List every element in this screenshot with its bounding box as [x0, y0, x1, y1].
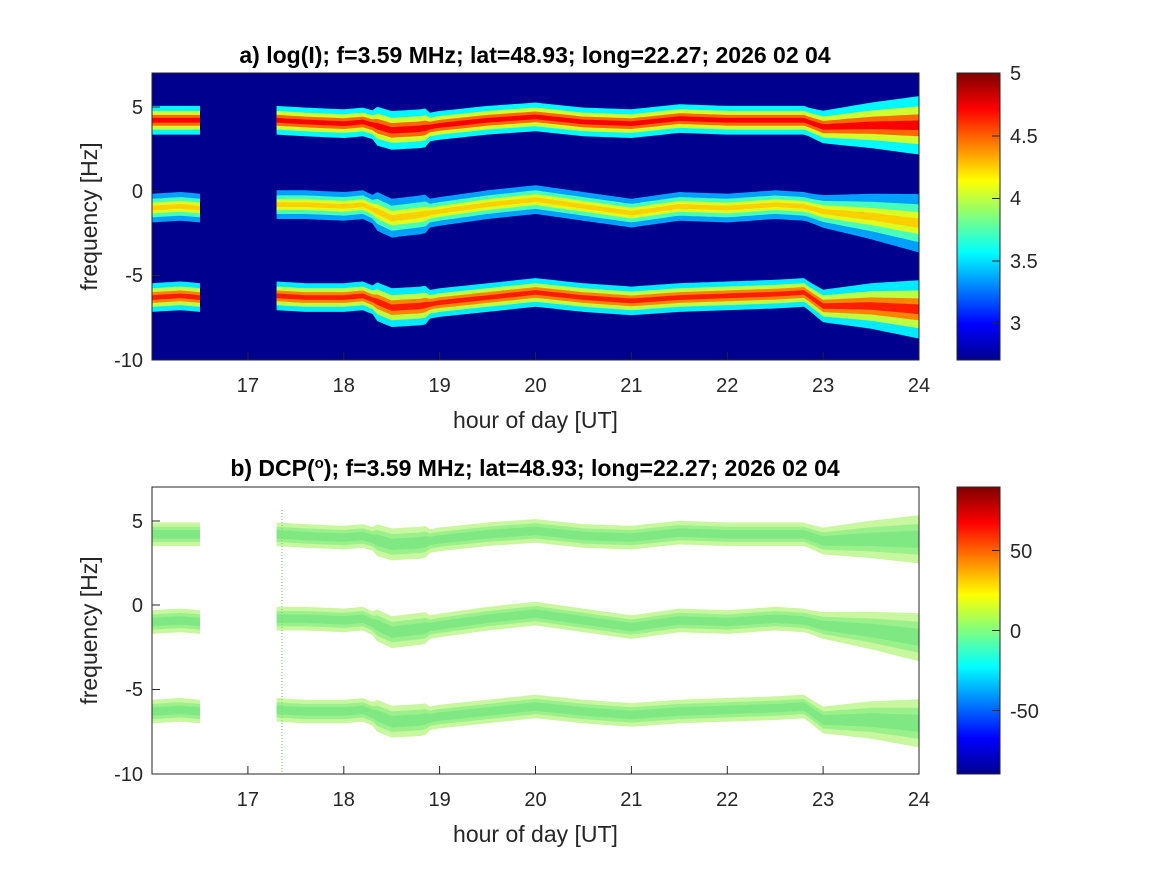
band-upper-layer-3: [276, 114, 920, 134]
panel-b-xtick-label: 24: [908, 789, 930, 811]
panel-a-xtick-label: 21: [620, 375, 642, 397]
band-lower-layer-3: [152, 293, 203, 300]
band-middle-layer-3: [152, 204, 203, 211]
panel-b-colorbar-label: -50: [1010, 701, 1039, 723]
panel-a-xtick-label: 18: [333, 375, 355, 397]
panel-a-xtick-label: 20: [524, 375, 546, 397]
panel-a-colorbar: 5 4.5 4 3.5 3: [956, 63, 1038, 361]
panel-b-ytick-label: -10: [114, 764, 143, 786]
panel-a-data-gap: [200, 73, 272, 360]
panel-b: b) DCP(o); f=3.59 MHz; lat=48.93; long=2…: [76, 455, 1039, 848]
panel-b-xtick-label: 21: [620, 789, 642, 811]
panel-b-xtick-label: 17: [237, 789, 259, 811]
panel-a-bands: [152, 96, 920, 339]
panel-a-xtick-label: 24: [908, 375, 930, 397]
panel-a-xtick-label: 17: [237, 375, 259, 397]
panel-a-ytick-label: -5: [125, 265, 143, 287]
panel-b-x-axis-label: hour of day [UT]: [453, 821, 618, 847]
panel-b-colorbar-label: 0: [1010, 621, 1021, 643]
panel-b-xtick-label: 20: [524, 789, 546, 811]
panel-a-y-axis-label: frequency [Hz]: [76, 142, 102, 290]
band-lower-layer-2: [152, 705, 203, 716]
band-lower-layer-2: [276, 702, 920, 732]
panel-a-colorbar-gradient: [956, 72, 1001, 361]
panel-b-xtick-label: 18: [333, 789, 355, 811]
panel-a-x-ticks: 17 18 19 20 21 22 23 24: [237, 352, 930, 397]
panel-b-xtick-label: 23: [812, 789, 834, 811]
band-upper-layer-2: [152, 530, 203, 539]
panel-a-colorbar-label: 5: [1010, 63, 1021, 85]
panel-b-ytick-label: -5: [125, 679, 143, 701]
panel-a-y-ticks: 5 0 -5 -10: [114, 97, 160, 372]
panel-b-ytick-label: 5: [132, 511, 143, 533]
panel-b-y-axis-label: frequency [Hz]: [76, 556, 102, 704]
panel-a-xtick-label: 19: [428, 375, 450, 397]
panel-a-ytick-label: 0: [132, 181, 143, 203]
panel-b-colorbar: 50 0 -50: [956, 486, 1039, 775]
panel-b-xtick-label: 22: [716, 789, 738, 811]
band-middle-layer-2: [276, 609, 920, 646]
panel-a-xtick-label: 23: [812, 375, 834, 397]
panel-b-title: b) DCP(o); f=3.59 MHz; lat=48.93; long=2…: [230, 455, 840, 482]
band-upper-layer-2: [276, 526, 920, 551]
panel-a-colorbar-label: 4.5: [1010, 126, 1038, 148]
panel-a-x-axis-label: hour of day [UT]: [453, 407, 618, 433]
panel-b-data-gap: [200, 487, 272, 774]
panel-a-colorbar-label: 4: [1010, 188, 1021, 210]
panel-a-xtick-label: 22: [716, 375, 738, 397]
panel-a-colorbar-label: 3.5: [1010, 251, 1038, 273]
panel-b-bands: [152, 515, 920, 748]
band-upper-layer-3: [152, 117, 203, 123]
panel-b-y-ticks: 5 0 -5 -10: [114, 511, 160, 786]
panel-a-colorbar-label: 3: [1010, 313, 1021, 335]
band-lower-layer-3: [276, 290, 920, 315]
panel-b-x-ticks: 17 18 19 20 21 22 23 24: [237, 766, 930, 811]
panel-b-ytick-label: 0: [132, 595, 143, 617]
panel-b-colorbar-label: 50: [1010, 541, 1032, 563]
panel-b-title-superscript: o: [315, 455, 324, 472]
panel-a: a) log(I); f=3.59 MHz; lat=48.93; long=2…: [76, 42, 1038, 433]
band-middle-layer-2: [152, 616, 203, 627]
panel-b-xtick-label: 19: [428, 789, 450, 811]
panel-b-title-prefix: b) DCP(: [230, 455, 315, 481]
band-middle-layer-3: [276, 197, 920, 229]
panel-a-ytick-label: -10: [114, 350, 143, 372]
panel-a-ytick-label: 5: [132, 97, 143, 119]
panel-a-title: a) log(I); f=3.59 MHz; lat=48.93; long=2…: [239, 42, 830, 68]
panel-b-title-suffix: ); f=3.59 MHz; lat=48.93; long=22.27; 20…: [324, 455, 840, 481]
